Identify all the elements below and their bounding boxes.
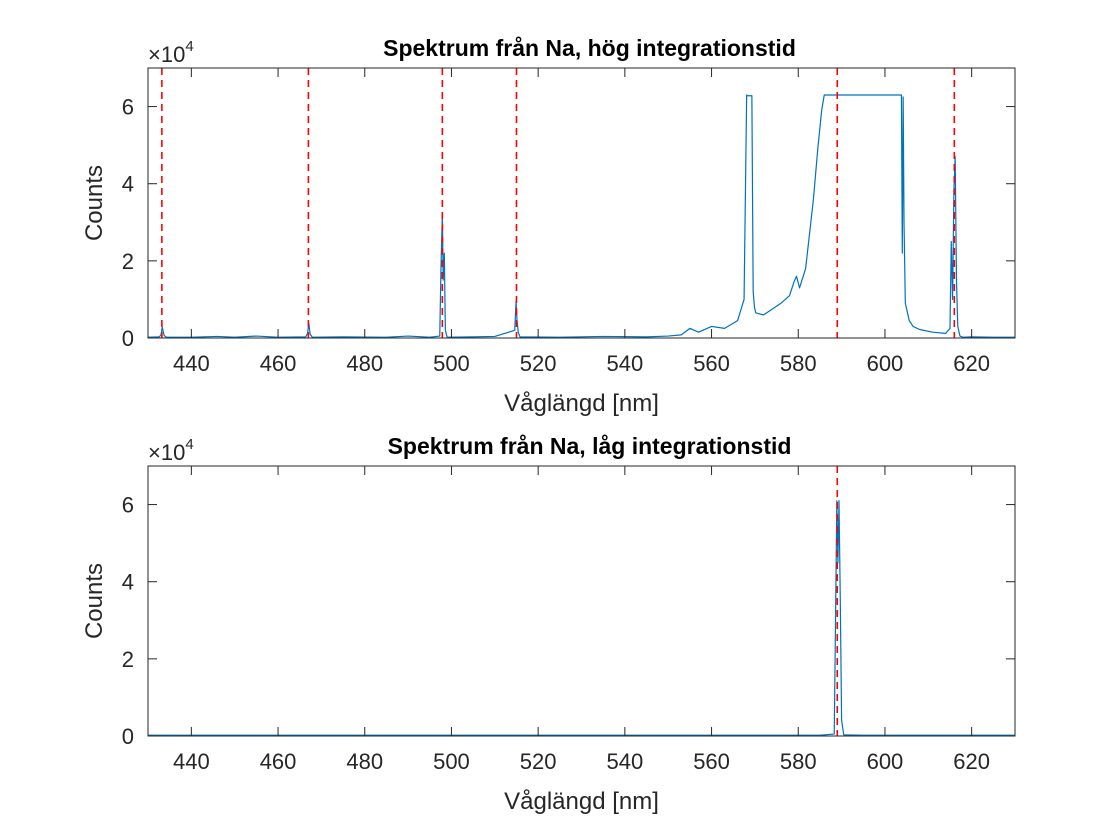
- y-exponent-label: ×104: [148, 38, 194, 67]
- x-axis-label: Våglängd [nm]: [504, 390, 659, 417]
- x-tick-label: 500: [433, 749, 470, 774]
- y-tick-label: 0: [122, 724, 134, 749]
- chart-title: Spektrum från Na, hög integrationstid: [383, 35, 796, 61]
- x-tick-label: 560: [693, 749, 730, 774]
- x-tick-label: 520: [520, 351, 557, 376]
- x-tick-label: 620: [953, 351, 990, 376]
- x-tick-label: 580: [780, 749, 817, 774]
- y-axis-label: Counts: [81, 563, 108, 639]
- x-tick-label: 440: [173, 351, 210, 376]
- y-exponent-label: ×104: [148, 436, 194, 465]
- x-tick-label: 560: [693, 351, 730, 376]
- y-tick-label: 2: [122, 647, 134, 672]
- x-axis-label: Våglängd [nm]: [504, 788, 659, 815]
- x-tick-label: 520: [520, 749, 557, 774]
- x-tick-label: 540: [606, 749, 643, 774]
- y-tick-label: 0: [122, 326, 134, 351]
- y-tick-label: 4: [122, 172, 134, 197]
- axes-box: [147, 465, 1016, 737]
- x-tick-label: 540: [606, 351, 643, 376]
- x-tick-label: 440: [173, 749, 210, 774]
- x-tick-label: 480: [346, 351, 383, 376]
- spectrum-line: [147, 94, 1015, 338]
- y-axis-label: Counts: [81, 165, 108, 241]
- x-tick-label: 500: [433, 351, 470, 376]
- y-exponent-base: ×10: [148, 42, 185, 67]
- axes-box: [147, 67, 1016, 339]
- x-tick-label: 620: [953, 749, 990, 774]
- chart-title: Spektrum från Na, låg integrationstid: [388, 433, 792, 459]
- x-tick-label: 600: [867, 351, 904, 376]
- y-tick-label: 4: [122, 570, 134, 595]
- spectrum-line: [148, 500, 1015, 736]
- x-tick-label: 600: [867, 749, 904, 774]
- y-exponent-power: 4: [185, 436, 193, 453]
- y-exponent-base: ×10: [148, 440, 185, 465]
- x-tick-label: 580: [780, 351, 817, 376]
- plot-area: [148, 68, 1015, 338]
- y-tick-label: 2: [122, 249, 134, 274]
- plot-area: [148, 466, 1015, 736]
- y-exponent-power: 4: [185, 38, 193, 55]
- y-tick-label: 6: [122, 493, 134, 518]
- x-tick-label: 480: [346, 749, 383, 774]
- x-tick-label: 460: [260, 351, 297, 376]
- y-tick-label: 6: [122, 95, 134, 120]
- x-tick-label: 460: [260, 749, 297, 774]
